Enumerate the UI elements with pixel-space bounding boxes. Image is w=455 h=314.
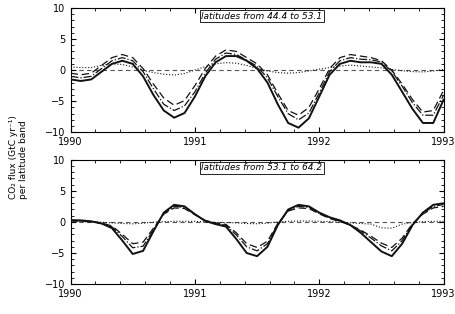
Text: CO₂ flux (GtC yr⁻¹)
per latitude band: CO₂ flux (GtC yr⁻¹) per latitude band <box>9 115 29 199</box>
Text: latitudes from 53.1 to 64.2: latitudes from 53.1 to 64.2 <box>201 163 322 172</box>
Text: latitudes from 44.4 to 53.1: latitudes from 44.4 to 53.1 <box>201 12 322 21</box>
